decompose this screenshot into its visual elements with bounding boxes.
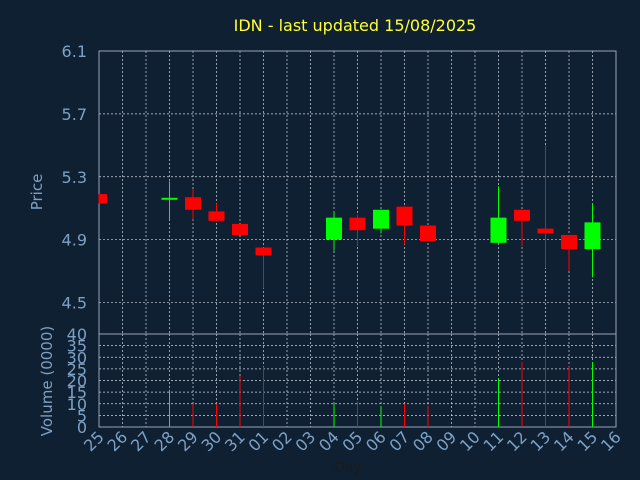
candle <box>185 189 201 220</box>
price-axis-label: Price <box>28 174 46 211</box>
candle <box>161 181 178 220</box>
candle-body <box>232 223 248 235</box>
candle <box>373 209 389 234</box>
candle <box>514 209 530 246</box>
candles <box>98 145 601 289</box>
volume-tick-label: 25 <box>67 360 87 379</box>
price-tick-label: 6.1 <box>62 42 87 61</box>
candle <box>561 234 577 272</box>
candle-body <box>514 209 530 221</box>
x-axis-label: Day <box>334 460 362 476</box>
candle-body <box>185 197 201 210</box>
candle <box>98 194 107 204</box>
candle <box>255 247 272 289</box>
volume-tick-label: 15 <box>67 383 87 402</box>
candle-body <box>490 217 507 243</box>
candle <box>349 214 366 246</box>
volume-tick-label: 0 <box>77 418 87 437</box>
candle <box>537 145 554 268</box>
candle <box>584 203 601 278</box>
candle <box>490 186 507 243</box>
price-grid <box>98 50 617 334</box>
volume-tick-label: 40 <box>67 325 87 344</box>
candle-body <box>561 234 577 250</box>
volume-axis-label: Volume (0000) <box>38 326 56 436</box>
volume-tick-label: 30 <box>67 348 87 367</box>
price-tick-label: 5.3 <box>62 168 87 187</box>
candle-body <box>420 225 436 242</box>
candle <box>396 206 413 245</box>
candle <box>420 225 436 242</box>
price-axis-ticks: 6.1 5.7 5.3 4.9 4.5 <box>62 42 87 313</box>
candle-body <box>373 209 389 229</box>
chart-title: IDN - last updated 15/08/2025 <box>234 16 477 35</box>
volume-tick-label: 5 <box>77 406 87 425</box>
x-tick-label: 16 <box>597 427 625 455</box>
volume-tick-label: 10 <box>67 395 87 414</box>
candle-body <box>584 222 601 250</box>
candle-body <box>349 217 366 231</box>
volume-bars <box>169 343 593 427</box>
candle-body <box>99 194 107 204</box>
candle <box>326 211 342 251</box>
candle-body <box>396 206 413 226</box>
candle <box>232 223 248 235</box>
price-tick-label: 5.7 <box>62 105 87 124</box>
volume-tick-label: 35 <box>67 337 87 356</box>
candle-body <box>326 217 342 240</box>
candle-body <box>537 228 554 234</box>
price-tick-label: 4.9 <box>62 231 87 250</box>
volume-tick-label: 20 <box>67 372 87 391</box>
x-axis-ticks: 2526272829303101020304050607080910111213… <box>80 427 625 455</box>
candle <box>208 203 225 221</box>
candle-body <box>208 211 225 221</box>
candle-body <box>255 247 272 256</box>
price-tick-label: 4.5 <box>62 294 87 313</box>
